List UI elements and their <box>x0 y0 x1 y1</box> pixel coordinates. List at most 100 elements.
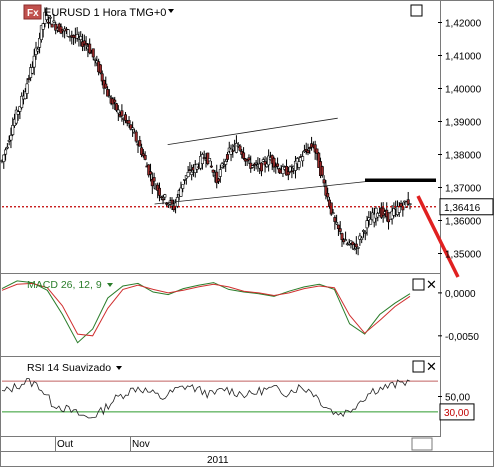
candle-body <box>88 43 92 54</box>
rsi-line <box>1 378 411 419</box>
candle-body <box>360 237 364 240</box>
chevron-down-icon[interactable] <box>107 283 113 287</box>
candle-body <box>16 111 20 115</box>
candle-body <box>127 120 131 124</box>
candle-body <box>82 40 86 45</box>
macd-plot-layer <box>1 280 411 344</box>
candle-body <box>202 157 206 159</box>
candle-body <box>9 135 13 141</box>
candle-body <box>215 171 219 184</box>
candle-body <box>93 59 97 61</box>
fx-badge-label: Fx <box>27 8 39 19</box>
candle-body <box>106 89 110 97</box>
y-tick-label: 1,41000 <box>445 52 482 63</box>
fx-badge[interactable] <box>23 4 42 20</box>
candle-body <box>406 199 410 205</box>
candle-body <box>140 147 144 155</box>
macd-series-line <box>1 280 411 344</box>
candle-body <box>225 154 229 160</box>
candle-body <box>123 114 127 121</box>
close-icon[interactable]: ✕ <box>426 359 437 374</box>
current-price-label: 1,36416 <box>444 203 481 214</box>
candle-body <box>218 169 222 177</box>
candle-body <box>211 169 215 173</box>
candle-body <box>404 201 408 208</box>
candle-body <box>66 29 70 37</box>
candle-body <box>23 91 27 100</box>
chevron-down-icon[interactable] <box>168 9 174 13</box>
rsi-title-bar[interactable]: RSI 14 Suavizado <box>27 362 122 374</box>
candle-body <box>329 202 333 215</box>
candle-body <box>234 143 238 153</box>
candle-body <box>333 217 337 222</box>
candle-body <box>138 140 142 147</box>
axis-layer: 1,42000 1,41000 1,40000 1,39000 1,38000 1,370… <box>438 19 494 421</box>
candle-body <box>290 170 294 173</box>
candle-body <box>365 220 369 229</box>
chevron-down-icon[interactable] <box>116 366 122 370</box>
y-tick-label: 1,35000 <box>445 250 482 261</box>
candle-body <box>261 159 265 162</box>
trend-channel-line[interactable] <box>154 180 373 205</box>
candle-body <box>98 64 102 74</box>
candle-body <box>340 233 344 241</box>
candle-body <box>120 110 124 117</box>
price-chart-title: EURUSD 1 Hora TMG+0 <box>44 7 166 19</box>
candle-body <box>286 171 290 176</box>
candle-body <box>84 43 88 46</box>
candle-body <box>75 34 79 39</box>
candle-body <box>358 235 362 240</box>
candle-body <box>38 38 42 48</box>
candle-body <box>224 161 228 165</box>
candle-body <box>344 239 348 241</box>
candle-body <box>231 150 235 152</box>
candle-body <box>47 21 51 24</box>
y-tick-label: 1,42000 <box>445 19 482 30</box>
candle-body <box>408 203 412 205</box>
rsi-level-label: 30,00 <box>444 408 469 419</box>
maximize-icon[interactable] <box>412 360 425 373</box>
candle-body <box>254 162 258 165</box>
candle-body <box>147 164 151 176</box>
candle-body <box>18 106 22 112</box>
candle-body <box>295 158 299 165</box>
current-price-tag <box>439 198 494 216</box>
y-tick-label: -0,0050 <box>445 332 479 343</box>
close-icon[interactable]: ✕ <box>426 277 437 292</box>
candle-body <box>361 230 365 232</box>
price-plot-layer <box>0 7 460 278</box>
maximize-icon[interactable] <box>412 278 425 291</box>
candle-body <box>263 161 267 166</box>
scroll-handle[interactable] <box>411 437 433 451</box>
candle-body <box>149 171 153 175</box>
candle-body <box>143 154 147 160</box>
candle-body <box>4 149 8 155</box>
candle-body <box>27 78 31 80</box>
price-title-bar[interactable]: Fx EURUSD 1 Hora TMG+0 <box>23 4 174 20</box>
candle-body <box>41 23 45 30</box>
candle-body <box>285 166 289 176</box>
candle-body <box>48 16 52 19</box>
candle-body <box>156 184 160 191</box>
macd-series-line <box>1 282 411 337</box>
candle-body <box>7 139 11 142</box>
candle-body <box>2 154 6 162</box>
candle-body <box>20 95 24 108</box>
maximize-icon[interactable] <box>410 4 423 17</box>
candle-body <box>5 146 9 149</box>
candle-body <box>397 206 401 213</box>
candle-body <box>45 14 49 20</box>
macd-title-bar[interactable]: MACD 26, 12, 9 <box>27 279 113 291</box>
candle-body <box>265 163 269 168</box>
forecast-arrow[interactable] <box>416 195 460 278</box>
trend-channel-line[interactable] <box>167 117 338 145</box>
candle-body <box>335 222 339 225</box>
candle-body <box>36 48 40 52</box>
candle-body <box>134 131 138 142</box>
candle-body <box>306 150 310 153</box>
candle-body <box>331 212 335 214</box>
y-tick-label: 1,38000 <box>445 151 482 162</box>
candle-body <box>141 153 145 157</box>
